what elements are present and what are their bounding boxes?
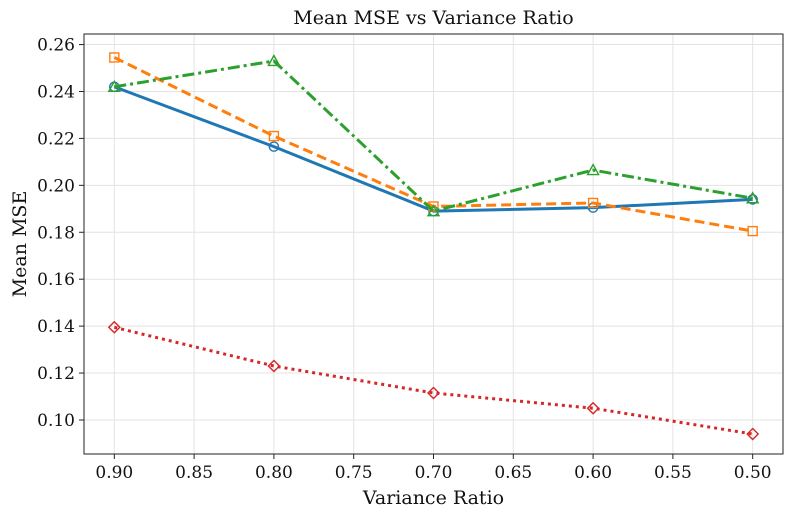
x-tick-label: 0.60 (574, 463, 612, 483)
grid (84, 34, 783, 454)
x-axis-title: Variance Ratio (362, 487, 504, 509)
y-tick-label: 0.22 (37, 129, 75, 149)
series-4-line (113, 325, 753, 436)
y-tick-label: 0.26 (37, 36, 75, 56)
series-4-point (267, 359, 281, 373)
series-3-line (114, 59, 753, 213)
series-4-point (586, 401, 600, 415)
y-tick-label: 0.14 (37, 317, 75, 337)
y-tick-label: 0.16 (37, 270, 75, 290)
series-3-point (586, 163, 600, 176)
y-axis-ticks: 0.10 0.12 0.14 0.16 0.18 0.20 0.22 0.24 0.26 (37, 36, 84, 431)
series-2-point (268, 130, 280, 142)
series-3-point (107, 79, 122, 92)
y-tick-label: 0.10 (37, 411, 75, 431)
x-tick-label: 0.85 (175, 463, 213, 483)
x-tick-label: 0.50 (734, 463, 772, 483)
x-tick-label: 0.80 (255, 463, 293, 483)
series-3 (107, 54, 760, 217)
series-3-point (267, 54, 281, 67)
series-group (107, 52, 760, 441)
chart-title: Mean MSE vs Variance Ratio (293, 7, 573, 29)
series-4 (107, 320, 760, 441)
x-tick-label: 0.90 (95, 463, 133, 483)
series-4-point (107, 320, 121, 334)
series-4-point (746, 427, 760, 441)
series-1-point (747, 194, 758, 205)
y-tick-label: 0.24 (37, 82, 75, 102)
series-3-point (426, 204, 441, 217)
x-tick-label: 0.55 (654, 463, 692, 483)
series-2-point (747, 225, 758, 237)
series-4-point (427, 386, 440, 400)
y-tick-label: 0.18 (37, 223, 75, 243)
x-tick-label: 0.75 (335, 463, 373, 483)
y-tick-label: 0.12 (37, 364, 75, 384)
x-tick-label: 0.65 (494, 463, 532, 483)
x-axis-ticks: 0.90 0.85 0.80 0.75 0.70 0.65 0.60 0.55 0.50 (95, 454, 772, 483)
series-2-point (587, 197, 599, 209)
series-2-point (109, 52, 120, 63)
series-3-point (745, 191, 760, 204)
y-axis-title: Mean MSE (9, 191, 31, 298)
y-tick-label: 0.20 (37, 176, 75, 196)
series-1-point (268, 141, 280, 152)
x-tick-label: 0.70 (415, 463, 453, 483)
